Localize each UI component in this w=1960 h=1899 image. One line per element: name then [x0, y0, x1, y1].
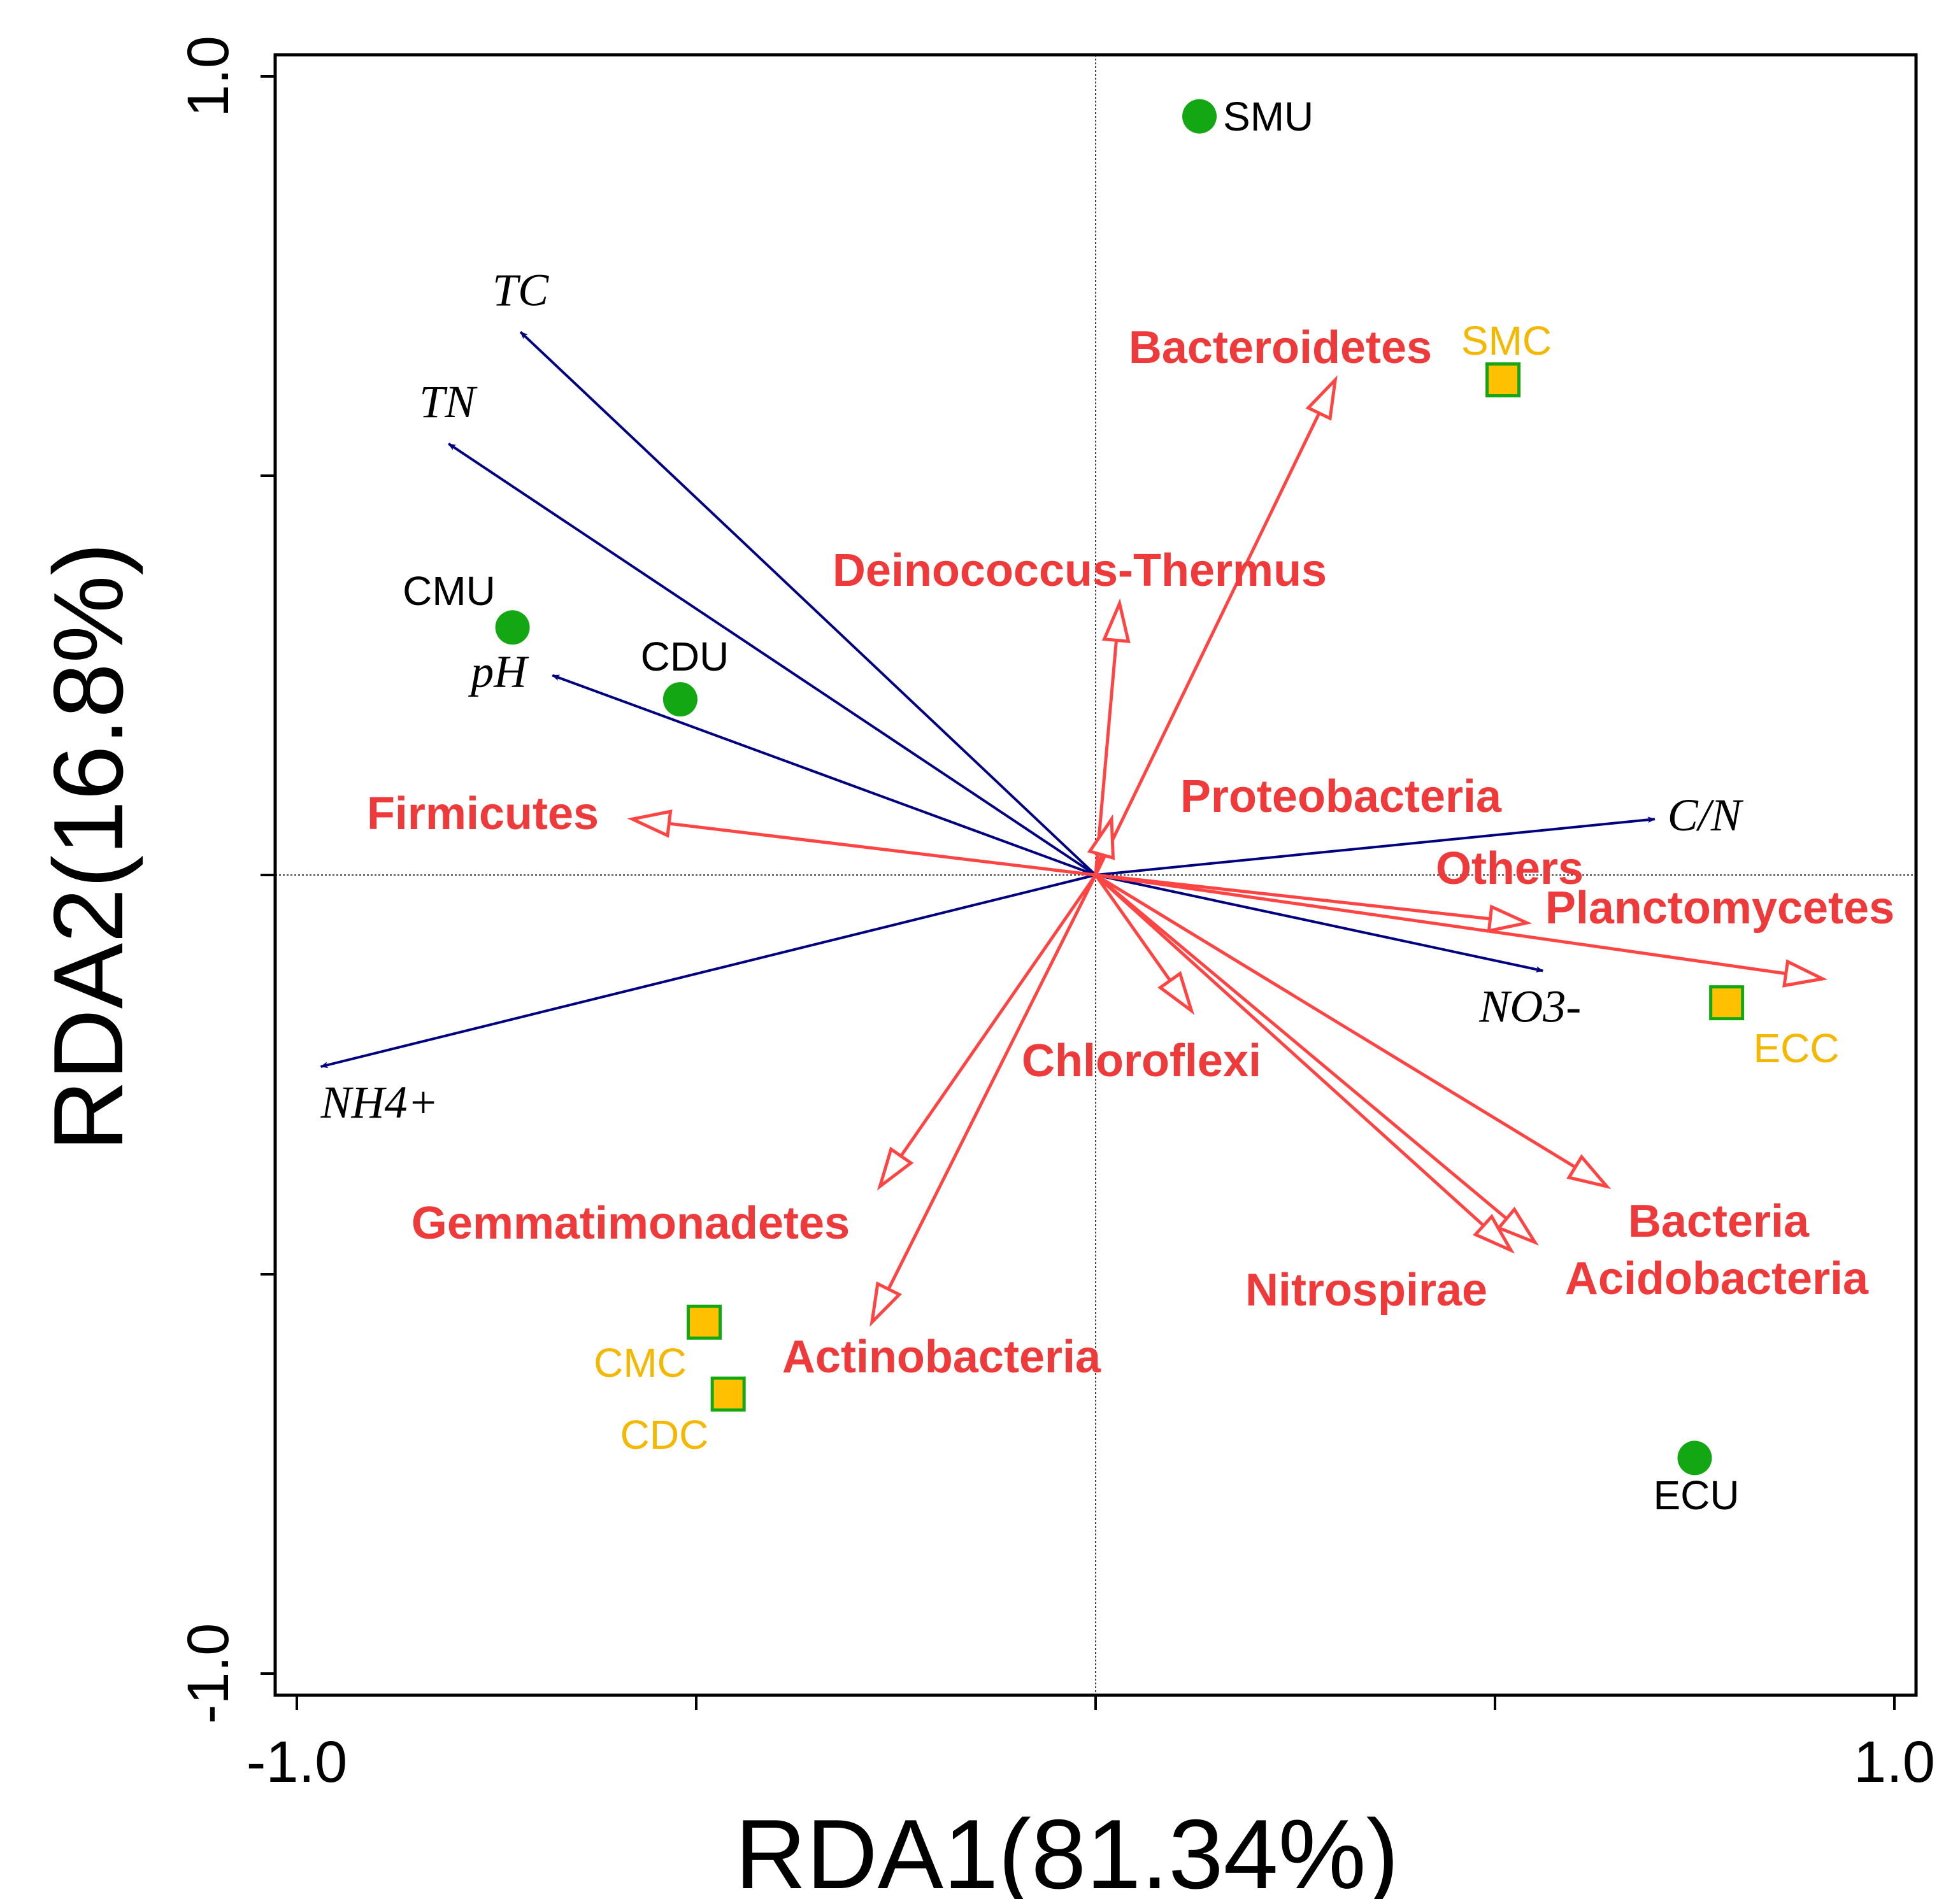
env-label-tc: TC [492, 264, 549, 315]
taxon-arrowhead-chloroflexi [1157, 971, 1195, 1015]
site-label-ecc: ECC [1753, 1025, 1839, 1071]
taxon-arrowhead-deinococcus-thermus [1101, 598, 1131, 643]
taxon-arrow-others [1095, 873, 1491, 921]
taxon-label-bacteroidetes: Bacteroidetes [1129, 322, 1432, 373]
site-marker-ecu [1677, 1440, 1712, 1476]
site-marker-cdc [710, 1376, 746, 1412]
x-axis-title: RDA1(81.34%) [735, 1799, 1399, 1899]
taxon-label-actinobacteria: Actinobacteria [782, 1332, 1101, 1383]
taxon-arrowhead-bacteria [1566, 1154, 1612, 1190]
taxon-arrow-actinobacteria [887, 874, 1098, 1290]
taxon-arrowhead-bacteroidetes [1305, 375, 1338, 421]
env-arrow-nh4 [320, 874, 1096, 1069]
y-tick-label: -1.0 [176, 1623, 241, 1725]
x-axis-ticks: -1.0 1.0 [247, 1695, 1935, 1795]
taxon-arrow-bacteroidetes [1094, 412, 1321, 876]
taxon-arrow-planctomycetes [1095, 873, 1787, 976]
taxon-label-firmicutes: Firmicutes [367, 788, 599, 839]
site-marker-cmu [495, 610, 530, 645]
site-label-smu: SMU [1223, 94, 1313, 139]
env-arrow-ph [552, 674, 1096, 876]
site-marker-smc [1485, 362, 1521, 398]
env-arrow-tn [448, 443, 1097, 876]
taxon-arrow-gemmatimonadetes [899, 874, 1098, 1157]
x-tick-label: 1.0 [1854, 1730, 1935, 1795]
taxon-arrowhead-gemmatimonadetes [876, 1146, 914, 1191]
env-label-no3: NO3- [1478, 981, 1581, 1032]
taxon-arrow-bacteria [1094, 873, 1577, 1169]
taxon-arrowhead-firmicutes [627, 809, 673, 838]
taxon-label-proteobacteria: Proteobacteria [1180, 771, 1502, 822]
site-label-cdc: CDC [620, 1412, 709, 1458]
env-label-c-n: C/N [1668, 790, 1744, 841]
taxon-arrowhead-others [1487, 904, 1533, 933]
taxon-label-others: Others [1436, 843, 1584, 894]
env-label-ph: pH [468, 646, 529, 697]
site-marker-cdu [662, 682, 697, 717]
env-label-tn: TN [419, 376, 478, 427]
site-marker-smu [1182, 99, 1217, 134]
taxon-arrow-chloroflexi [1094, 874, 1172, 982]
y-axis-title: RDA2(16.8%) [33, 543, 143, 1151]
y-axis-ticks: 1.0 -1.0 [176, 36, 275, 1724]
taxon-arrow-nitrospirae [1094, 874, 1485, 1227]
sample-sites: SMU CMU CDU ECU SMC ECC CMC CDC [403, 94, 1839, 1518]
environmental-vectors: TC TN pH C/N NO3- NH4+ [320, 264, 1744, 1128]
site-marker-ecc [1709, 985, 1745, 1021]
site-label-smc: SMC [1461, 318, 1552, 364]
taxon-label-chloroflexi: Chloroflexi [1022, 1035, 1261, 1086]
taxon-arrowhead-proteobacteria [1087, 814, 1115, 860]
site-label-cmu: CMU [403, 568, 496, 614]
site-label-cdu: CDU [641, 634, 729, 679]
taxon-label-bacteria: Bacteria [1628, 1196, 1810, 1247]
taxon-arrowhead-acidobacteria [1496, 1206, 1539, 1246]
taxon-arrowhead-nitrospirae [1473, 1214, 1515, 1254]
env-arrow-c-n [1095, 816, 1656, 876]
taxon-arrow-proteobacteria [1094, 854, 1103, 876]
taxon-label-acidobacteria: Acidobacteria [1565, 1253, 1869, 1304]
env-arrow-no3 [1095, 874, 1544, 973]
taxon-arrow-acidobacteria [1094, 874, 1508, 1220]
env-arrow-tc [519, 331, 1097, 876]
taxon-label-nitrospirae: Nitrospirae [1245, 1265, 1487, 1316]
taxon-arrowhead-actinobacteria [869, 1281, 903, 1327]
taxon-arrowhead-planctomycetes [1782, 959, 1828, 988]
x-tick-label: -1.0 [247, 1730, 348, 1795]
site-label-cmc: CMC [594, 1340, 687, 1386]
site-label-ecu: ECU [1653, 1472, 1739, 1518]
y-tick-label: 1.0 [176, 36, 241, 117]
taxon-arrow-firmicutes [668, 821, 1096, 877]
taxon-label-planctomycetes: Planctomycetes [1545, 883, 1894, 934]
env-label-nh4: NH4+ [320, 1077, 439, 1128]
taxon-label-deinococcus-thermus: Deinococcus-Thermus [833, 545, 1327, 596]
site-marker-cmc [687, 1304, 722, 1340]
taxa-vectors: Bacteroidetes Deinococcus-Thermus Proteoba… [367, 322, 1894, 1383]
taxon-label-gemmatimonadetes: Gemmatimonadetes [411, 1198, 850, 1249]
